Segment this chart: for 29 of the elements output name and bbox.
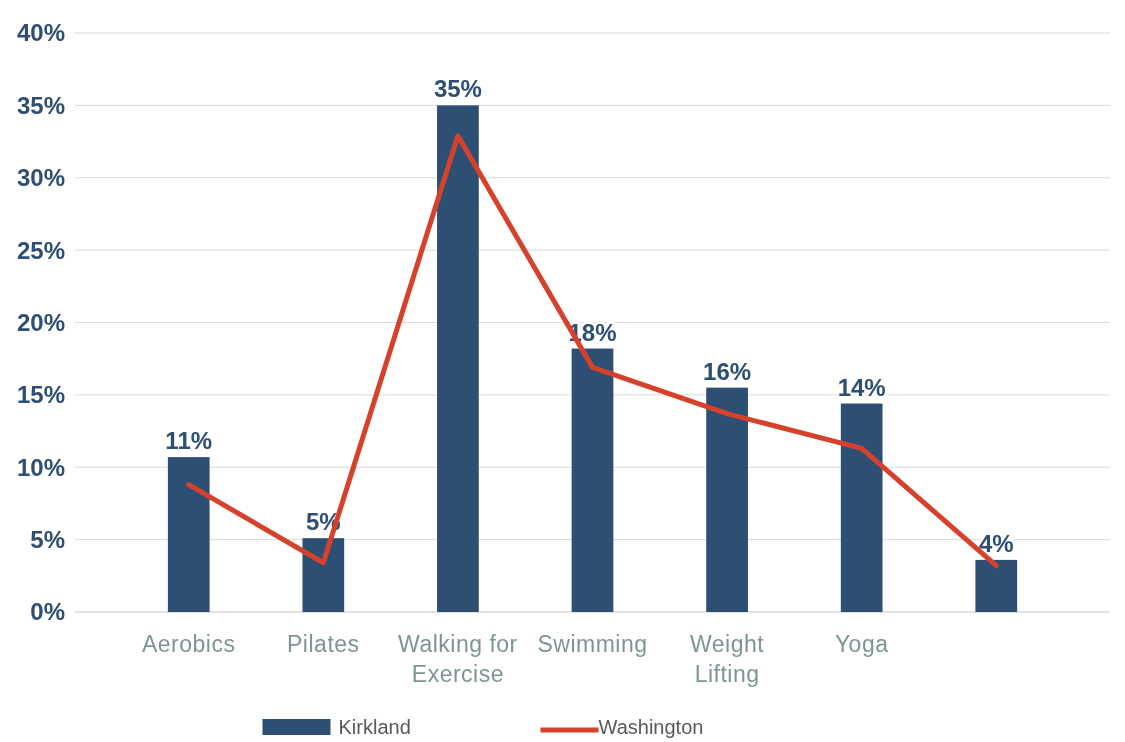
legend-label: Washington <box>598 716 704 738</box>
x-tick-label: Pilates <box>287 631 360 657</box>
y-tick-label: 35% <box>16 91 65 119</box>
x-tick-label: Walking for Exercise <box>398 631 518 687</box>
bar <box>840 403 883 612</box>
data-label: 11% <box>165 427 213 455</box>
bar <box>571 348 614 612</box>
data-label: 16% <box>703 357 752 385</box>
data-label: 35% <box>433 75 482 103</box>
x-tick-label: Weight Lifting <box>690 631 765 687</box>
bar <box>706 387 748 612</box>
y-tick-label: 25% <box>16 236 65 264</box>
y-tick-label: 5% <box>30 526 65 554</box>
y-tick-label: 10% <box>16 453 65 481</box>
x-tick-label: Aerobics <box>141 631 236 657</box>
bar <box>975 559 1018 612</box>
x-tick-label: Swimming <box>537 631 648 657</box>
y-tick-label: 15% <box>16 381 65 409</box>
y-tick-label: 0% <box>30 598 65 626</box>
bar <box>302 538 345 612</box>
x-tick-label: Yoga <box>834 631 889 657</box>
bar <box>167 457 210 612</box>
legend-label: Kirkland <box>338 716 411 738</box>
bar <box>437 105 479 612</box>
y-tick-label: 20% <box>16 308 65 336</box>
y-tick-label: 40% <box>16 19 65 47</box>
data-label: 4% <box>978 529 1014 557</box>
data-label: 14% <box>837 373 886 401</box>
y-tick-label: 30% <box>16 164 65 192</box>
